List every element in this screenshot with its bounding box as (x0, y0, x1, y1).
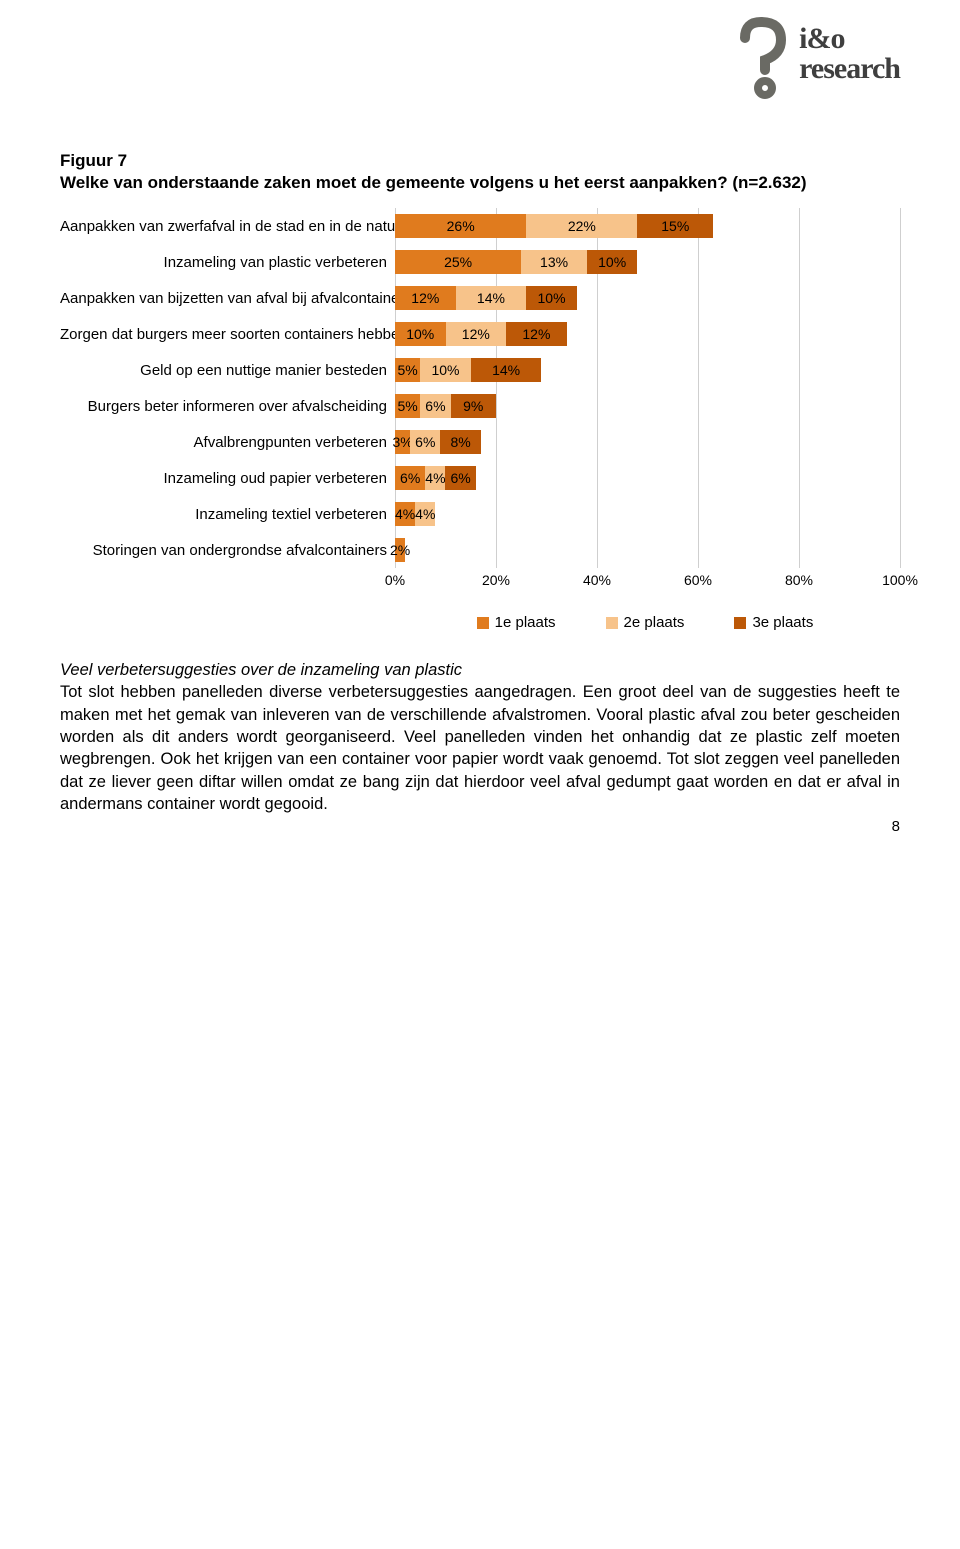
chart-row: Afvalbrengpunten verbeteren3%6%8% (60, 424, 900, 460)
bar-segment: 12% (506, 322, 567, 346)
bar-segment: 2% (395, 538, 405, 562)
bar-segment: 26% (395, 214, 526, 238)
chart-row: Geld op een nuttige manier besteden5%10%… (60, 352, 900, 388)
body-text-content: Tot slot hebben panelleden diverse verbe… (60, 683, 900, 812)
bar-segment: 14% (471, 358, 542, 382)
x-axis: 0%20%40%60%80%100% (395, 572, 900, 592)
page-number: 8 (892, 818, 900, 835)
figure-caption: Figuur 7 Welke van onderstaande zaken mo… (60, 150, 900, 194)
chart-category-label: Geld op een nuttige manier besteden (60, 362, 395, 379)
legend-item: 1e plaats (477, 614, 556, 631)
x-tick-label: 0% (385, 572, 405, 588)
stacked-bar-chart: Aanpakken van zwerfafval in de stad en i… (60, 208, 900, 631)
legend-label: 2e plaats (624, 614, 685, 631)
bar-segment: 9% (451, 394, 496, 418)
chart-row: Burgers beter informeren over afvalschei… (60, 388, 900, 424)
figure-question: Welke van onderstaande zaken moet de gem… (60, 173, 807, 192)
legend-swatch (734, 617, 746, 629)
bar-segment: 6% (420, 394, 450, 418)
body-subhead: Veel verbetersuggesties over de inzameli… (60, 659, 900, 681)
bar-segment: 4% (395, 502, 415, 526)
chart-row: Aanpakken van zwerfafval in de stad en i… (60, 208, 900, 244)
bar-segment: 3% (395, 430, 410, 454)
brand-line2: research (799, 54, 900, 84)
chart-category-label: Inzameling oud papier verbeteren (60, 470, 395, 487)
chart-row: Storingen van ondergrondse afvalcontaine… (60, 532, 900, 568)
chart-row: Zorgen dat burgers meer soorten containe… (60, 316, 900, 352)
chart-category-label: Aanpakken van bijzetten van afval bij af… (60, 290, 395, 307)
bar-segment: 10% (526, 286, 577, 310)
legend-swatch (606, 617, 618, 629)
chart-row: Inzameling textiel verbeteren4%4% (60, 496, 900, 532)
bar-segment: 15% (637, 214, 713, 238)
chart-row: Inzameling oud papier verbeteren6%4%6% (60, 460, 900, 496)
x-tick-label: 20% (482, 572, 510, 588)
legend-swatch (477, 617, 489, 629)
chart-row: Aanpakken van bijzetten van afval bij af… (60, 280, 900, 316)
brand-line1: i&o (799, 24, 900, 54)
chart-legend: 1e plaats 2e plaats 3e plaats (395, 614, 895, 631)
x-tick-label: 40% (583, 572, 611, 588)
chart-category-label: Zorgen dat burgers meer soorten containe… (60, 326, 395, 343)
bar-segment: 6% (445, 466, 475, 490)
bar-segment: 6% (395, 466, 425, 490)
bar-segment: 8% (440, 430, 480, 454)
legend-item: 2e plaats (606, 614, 685, 631)
bar-segment: 4% (425, 466, 445, 490)
bar-segment: 14% (456, 286, 527, 310)
x-tick-label: 80% (785, 572, 813, 588)
question-mark-icon (723, 10, 793, 100)
chart-category-label: Aanpakken van zwerfafval in de stad en i… (60, 218, 395, 235)
figure-label: Figuur 7 (60, 151, 127, 170)
bar-segment: 4% (415, 502, 435, 526)
x-tick-label: 100% (882, 572, 918, 588)
bar-segment: 12% (446, 322, 507, 346)
legend-label: 3e plaats (752, 614, 813, 631)
bar-segment: 10% (587, 250, 638, 274)
legend-label: 1e plaats (495, 614, 556, 631)
bar-segment: 10% (395, 322, 446, 346)
bar-segment: 12% (395, 286, 456, 310)
chart-category-label: Storingen van ondergrondse afvalcontaine… (60, 542, 395, 559)
chart-category-label: Inzameling textiel verbeteren (60, 506, 395, 523)
chart-category-label: Afvalbrengpunten verbeteren (60, 434, 395, 451)
body-paragraph: Veel verbetersuggesties over de inzameli… (60, 659, 900, 815)
bar-segment: 5% (395, 394, 420, 418)
chart-category-label: Inzameling van plastic verbeteren (60, 254, 395, 271)
bar-segment: 5% (395, 358, 420, 382)
brand-text: i&o research (799, 24, 900, 84)
bar-segment: 6% (410, 430, 440, 454)
brand-logo: i&o research (723, 10, 900, 100)
x-tick-label: 60% (684, 572, 712, 588)
bar-segment: 22% (526, 214, 637, 238)
bar-segment: 13% (521, 250, 587, 274)
chart-row: Inzameling van plastic verbeteren25%13%1… (60, 244, 900, 280)
bar-segment: 25% (395, 250, 521, 274)
legend-item: 3e plaats (734, 614, 813, 631)
chart-category-label: Burgers beter informeren over afvalschei… (60, 398, 395, 415)
bar-segment: 10% (420, 358, 471, 382)
